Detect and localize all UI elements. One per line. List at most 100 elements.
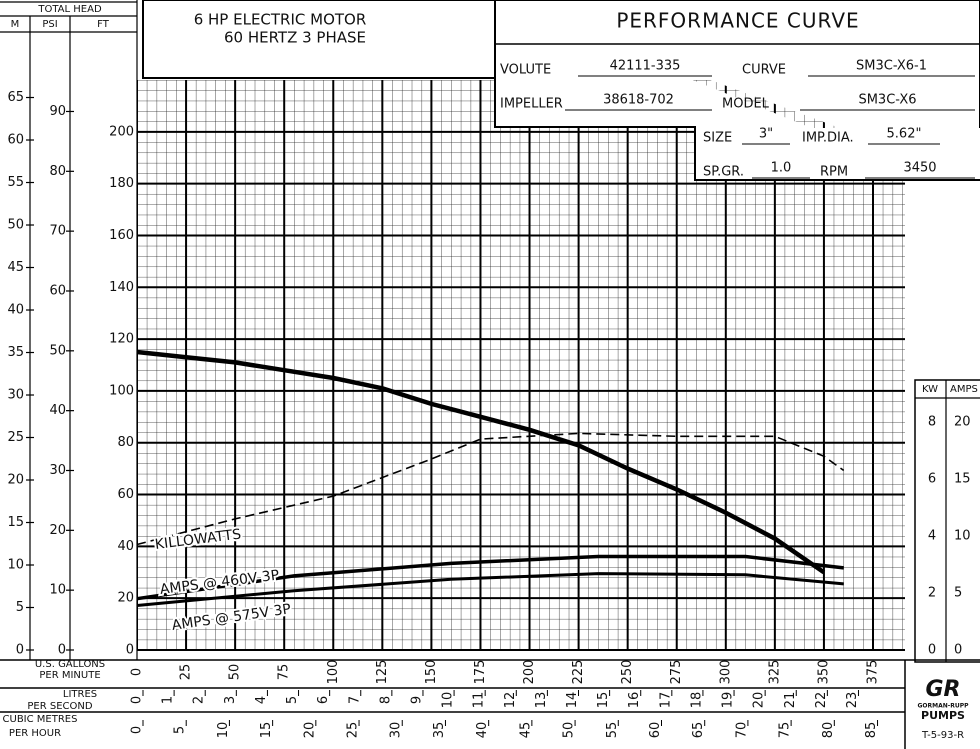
brand: PUMPS <box>921 709 965 722</box>
kw-tick-label: 6 <box>928 472 936 487</box>
m-tick-label: 60 <box>7 133 24 148</box>
total-head: TOTAL HEAD <box>37 4 102 15</box>
field-label: SP.GR. <box>703 165 744 180</box>
m3h-tick-label: 5 <box>173 726 188 734</box>
m3h-tick-label: 75 <box>778 722 793 739</box>
field-value: 5.62" <box>887 127 922 142</box>
curve <box>136 349 826 575</box>
ft-tick-label: 80 <box>117 435 134 450</box>
x-tick-label: 125 <box>375 660 390 685</box>
m-tick-label: 5 <box>16 600 24 615</box>
field-value: 1.0 <box>771 161 792 176</box>
motor-line: 60 HERTZ 3 PHASE <box>224 29 366 47</box>
lps-tick-label: 9 <box>409 696 424 704</box>
psi-tick-label: 20 <box>49 523 66 538</box>
ft-tick-label: 100 <box>109 383 134 398</box>
m3h-tick-label: 80 <box>821 722 836 739</box>
lps-tick-label: 12 <box>503 692 518 709</box>
kw-tick-label: 8 <box>928 415 936 430</box>
x-label: PER MINUTE <box>39 670 100 681</box>
field-value: 3" <box>759 127 773 142</box>
m3h-tick-label: 20 <box>302 722 317 739</box>
curve <box>136 432 845 546</box>
m3h-tick-label: 15 <box>259 722 274 739</box>
lps-tick-label: 11 <box>472 692 487 709</box>
psi-tick-label: 60 <box>49 283 66 298</box>
x-tick-label: 375 <box>866 660 881 685</box>
m-tick-label: 0 <box>16 643 24 658</box>
info-panel-lower <box>696 128 980 179</box>
lps-tick-label: 8 <box>378 696 393 704</box>
field-label: SIZE <box>703 131 732 146</box>
lps-tick-label: 0 <box>130 696 145 704</box>
m-tick-label: 30 <box>7 388 24 403</box>
x-tick-label: 100 <box>326 660 341 685</box>
lps-tick-label: 23 <box>845 692 860 709</box>
m-tick-label: 40 <box>7 303 24 318</box>
lps-tick-label: 17 <box>658 692 673 709</box>
lps-tick-label: 14 <box>565 692 580 709</box>
x-tick-label: 150 <box>424 660 439 685</box>
ft-tick-label: 40 <box>117 539 134 554</box>
x-label: U.S. GALLONS <box>35 659 105 670</box>
m3h-tick-label: 40 <box>475 722 490 739</box>
psi-tick-label: 0 <box>58 643 66 658</box>
field-value: SM3C-X6-1 <box>856 59 927 74</box>
m3h-tick-label: 10 <box>216 722 231 739</box>
field-value: 3450 <box>903 161 936 176</box>
kw-label: KW <box>922 384 938 395</box>
kw-tick-label: 2 <box>928 586 936 601</box>
lps-tick-label: 16 <box>627 692 642 709</box>
x-tick-label: 0 <box>130 668 145 676</box>
lps-tick-label: 21 <box>783 692 798 709</box>
psi-tick-label: 90 <box>49 104 66 119</box>
field-value: 38618-702 <box>603 93 674 108</box>
m-tick-label: 35 <box>7 345 24 360</box>
lps-tick-label: 20 <box>752 692 767 709</box>
lps-tick-label: 15 <box>596 692 611 709</box>
m3h-tick-label: 50 <box>562 722 577 739</box>
psi-tick-label: 80 <box>49 164 66 179</box>
ft-tick-label: 180 <box>109 176 134 191</box>
amps-tick-label: 5 <box>954 586 962 601</box>
x-tick-label: 350 <box>816 660 831 685</box>
ft-tick-label: 200 <box>109 124 134 139</box>
field-value: SM3C-X6 <box>858 93 916 108</box>
power-box-lines <box>915 380 980 662</box>
m3h-tick-label: 45 <box>518 722 533 739</box>
x-tick-label: 50 <box>228 664 243 681</box>
m-tick-label: 50 <box>7 218 24 233</box>
m3h-label: PER HOUR <box>9 728 61 739</box>
curve <box>136 572 844 607</box>
lps-tick-label: 2 <box>192 696 207 704</box>
psi-tick-label: 30 <box>49 463 66 478</box>
lps-tick-label: 19 <box>721 692 736 709</box>
m-tick-label: 65 <box>7 90 24 105</box>
amps-tick-label: 0 <box>954 643 962 658</box>
m3h-tick-label: 35 <box>432 722 447 739</box>
m3h-tick-label: 65 <box>691 722 706 739</box>
x-tick-label: 225 <box>571 660 586 685</box>
lps-tick-label: 18 <box>689 692 704 709</box>
motor-line: 6 HP ELECTRIC MOTOR <box>194 11 367 29</box>
brand: GORMAN-RUPP <box>917 703 969 710</box>
x-tick-label: 250 <box>620 660 635 685</box>
ft-tick-label: 0 <box>126 643 134 658</box>
kw-tick-label: 4 <box>928 529 936 544</box>
psi-tick-label: 10 <box>49 583 66 598</box>
code: T-5-93-R <box>921 730 964 741</box>
ft-tick-label: 120 <box>109 332 134 347</box>
lps-label: LITRES <box>63 689 97 700</box>
lps-tick-label: 10 <box>441 692 456 709</box>
lps-tick-label: 7 <box>347 696 362 704</box>
info-title: PERFORMANCE CURVE <box>616 9 859 33</box>
left-panel <box>0 0 137 660</box>
ft-tick-label: 160 <box>109 228 134 243</box>
m3h-label: CUBIC METRES <box>3 714 78 725</box>
ft-tick-label: 20 <box>117 591 134 606</box>
lps-tick-label: 4 <box>254 696 269 704</box>
logo: GR <box>926 677 961 702</box>
m-tick-label: 20 <box>7 473 24 488</box>
lps-tick-label: 5 <box>285 696 300 704</box>
curve <box>136 554 844 601</box>
